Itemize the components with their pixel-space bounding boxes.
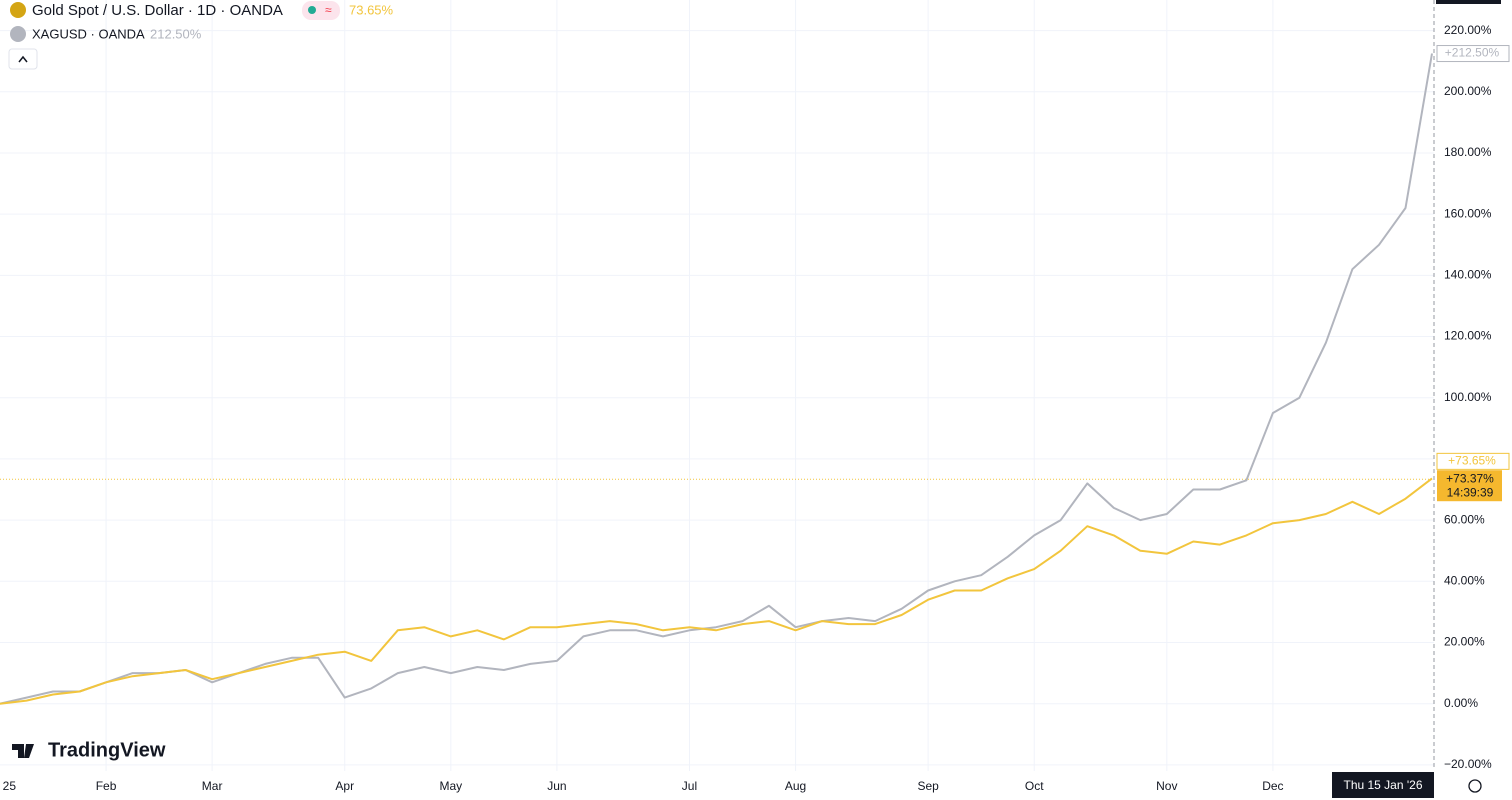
legend-silver-value: 212.50% <box>150 26 202 41</box>
y-tick-label: 60.00% <box>1444 512 1485 526</box>
x-tick-label: Mar <box>202 779 223 793</box>
y-tick-label: −20.00% <box>1444 757 1492 771</box>
collapse-icon <box>18 55 28 63</box>
series-line <box>0 477 1433 705</box>
y-tick-label: 180.00% <box>1444 145 1492 159</box>
legend-gold-value: 73.65% <box>349 2 394 17</box>
axis-value-label: +212.50% <box>1445 46 1500 60</box>
x-tick-label: Dec <box>1262 779 1283 793</box>
axis-value-label: +73.65% <box>1448 454 1496 468</box>
crosshair-date-box <box>1332 772 1434 798</box>
y-tick-label: 100.00% <box>1444 390 1492 404</box>
plot-area <box>0 0 1434 771</box>
countdown: 14:39:39 <box>1447 485 1494 499</box>
silver-icon <box>10 26 26 42</box>
x-tick-label: Jun <box>547 779 566 793</box>
last-price-box <box>1437 470 1502 502</box>
x-tick-label: May <box>439 779 462 793</box>
axis-value-box <box>1436 45 1510 63</box>
y-tick-label: 140.00% <box>1444 268 1492 282</box>
x-tick-label: Oct <box>1025 779 1044 793</box>
legend-silver: XAGUSD · OANDA <box>32 26 145 41</box>
status-dot <box>308 6 316 14</box>
x-tick-label: 25 <box>3 779 17 793</box>
logo: TradingView <box>48 739 166 761</box>
y-tick-label: 160.00% <box>1444 206 1492 220</box>
y-tick-label: 20.00% <box>1444 635 1485 649</box>
y-tick-label: 200.00% <box>1444 84 1492 98</box>
y-tick-label: 0.00% <box>1444 696 1478 710</box>
status-pill <box>302 1 340 20</box>
y-tick-label: 40.00% <box>1444 573 1485 587</box>
scale-tab <box>1436 0 1501 4</box>
y-tick-label: 220.00% <box>1444 23 1492 37</box>
x-tick-label: Aug <box>785 779 806 793</box>
y-tick-label: 120.00% <box>1444 329 1492 343</box>
last-price-label: +73.37% <box>1446 471 1494 485</box>
gold-icon <box>10 2 26 18</box>
x-tick-label: Nov <box>1156 779 1177 793</box>
collapse-button[interactable] <box>8 48 38 70</box>
axis-value-box <box>1436 452 1510 470</box>
x-tick-label: Feb <box>96 779 117 793</box>
x-tick-label: Thu 15 Jan '26 <box>1343 778 1422 792</box>
legend-gold: Gold Spot / U.S. Dollar · 1D · OANDA <box>32 2 283 19</box>
logo-icon <box>12 744 34 758</box>
x-tick-label: Apr <box>335 779 354 793</box>
status-icon: ≈ <box>325 3 332 17</box>
x-tick-label: Jul <box>682 779 697 793</box>
settings-icon[interactable] <box>1468 779 1482 793</box>
x-tick-label: Sep <box>917 779 939 793</box>
